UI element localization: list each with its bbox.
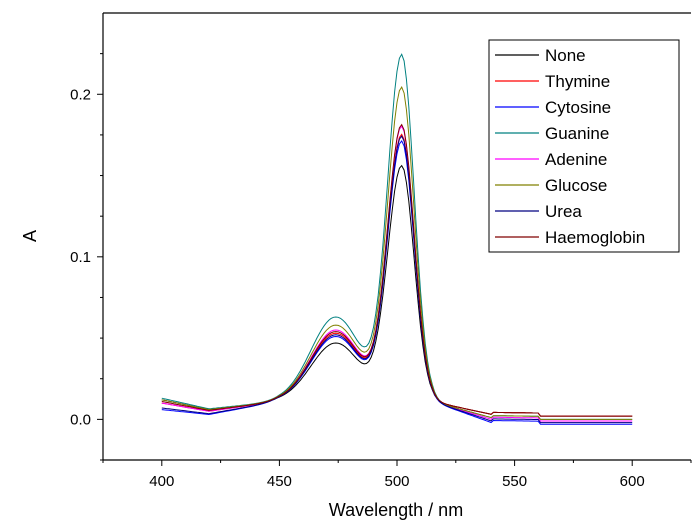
legend: None Thymine Cytosine Guanine Adenine Glucose…	[488, 39, 680, 253]
y-tick-label: 0.0	[70, 411, 91, 428]
y-tick-label: 0.1	[70, 249, 91, 266]
legend-label: Cytosine	[545, 98, 611, 117]
series-line-haemoglobin	[161, 123, 633, 417]
x-axis: 400 450 500 550 600	[102, 460, 692, 490]
legend-label: Thymine	[545, 72, 610, 91]
legend-label: Glucose	[545, 176, 607, 195]
legend-box	[488, 39, 680, 253]
y-tick-label: 0.2	[70, 86, 91, 103]
x-tick-label: 550	[502, 473, 527, 490]
legend-label: Urea	[545, 202, 582, 221]
x-tick-label: 500	[384, 473, 409, 490]
y-axis-label: A	[20, 230, 40, 242]
y-axis: 0.0 0.1 0.2	[70, 53, 103, 461]
x-tick-label: 400	[149, 473, 174, 490]
legend-label: None	[545, 46, 586, 65]
x-tick-label: 450	[267, 473, 292, 490]
plot-area	[102, 12, 691, 461]
series-line-urea	[161, 135, 633, 424]
legend-label: Adenine	[545, 150, 607, 169]
x-tick-label: 600	[620, 473, 645, 490]
x-axis-label: Wavelength / nm	[329, 500, 463, 520]
legend-label: Guanine	[545, 124, 609, 143]
legend-label: Haemoglobin	[545, 228, 645, 247]
